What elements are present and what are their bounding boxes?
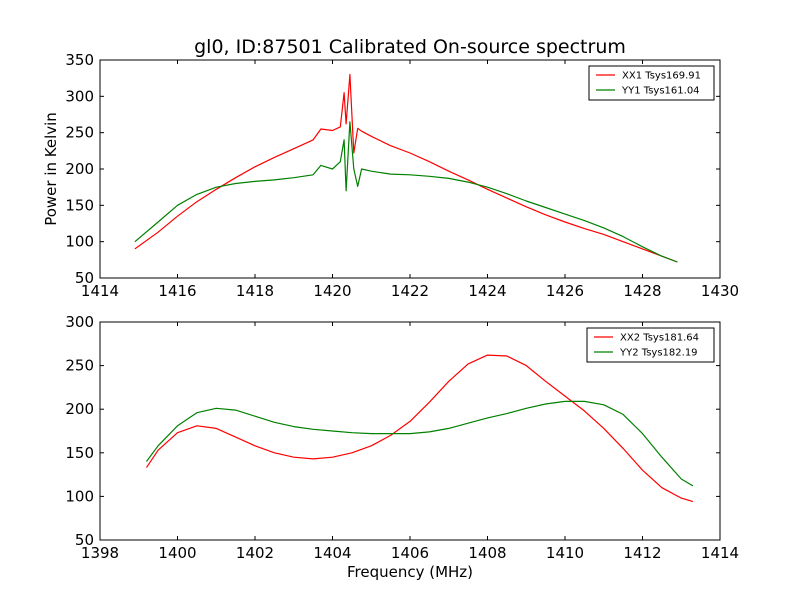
x-tick-label: 1414	[701, 544, 739, 562]
legend-entry: XX1 Tsys169.91	[622, 71, 701, 82]
y-tick-label: 200	[65, 400, 94, 418]
y-tick-label: 50	[75, 269, 94, 287]
y-tick-label: 300	[65, 313, 94, 331]
series-line-xx2	[146, 354, 694, 503]
series-line-yy1	[134, 121, 678, 263]
bottom-x-axis-label: Frequency (MHz)	[347, 563, 473, 581]
x-tick-label: 1426	[546, 282, 584, 300]
x-tick-label: 1420	[313, 282, 351, 300]
x-tick-label: 1414	[81, 282, 119, 300]
y-tick-label: 100	[65, 233, 94, 251]
legend-entry: YY1 Tsys161.04	[621, 86, 700, 97]
series-line-xx1	[134, 73, 678, 263]
legend-box	[588, 65, 715, 101]
legend-box	[586, 327, 715, 363]
x-tick-label: 1408	[468, 544, 506, 562]
series-line-yy2	[146, 400, 694, 487]
x-tick-label: 1398	[81, 544, 119, 562]
top-spectrum-panel: 1414 1416 1418 1420 1422 1424 1426 1428 1430 50 10…	[65, 51, 739, 300]
x-tick-label: 1422	[391, 282, 429, 300]
legend-entry: XX2 Tsys181.64	[620, 333, 699, 344]
y-tick-label: 350	[65, 51, 94, 69]
x-tick-label: 1416	[158, 282, 196, 300]
x-tick-label: 1402	[236, 544, 274, 562]
y-tick-label: 300	[65, 87, 94, 105]
chart-title: gl0, ID:87501 Calibrated On-source spect…	[194, 36, 626, 58]
legend: XX2 Tsys181.64 YY2 Tsys182.19	[586, 327, 715, 363]
legend: XX1 Tsys169.91 YY1 Tsys161.04	[588, 65, 715, 101]
y-tick-label: 100	[65, 487, 94, 505]
y-tick-label: 150	[65, 196, 94, 214]
y-tick-label: 250	[65, 357, 94, 375]
x-tick-label: 1404	[313, 544, 351, 562]
y-tick-label: 150	[65, 444, 94, 462]
y-tick-label: 200	[65, 160, 94, 178]
legend-entry: YY2 Tsys182.19	[619, 348, 698, 359]
y-tick-label: 250	[65, 124, 94, 142]
y-tick-label: 50	[75, 531, 94, 549]
top-y-axis-label: Power in Kelvin	[42, 112, 60, 226]
x-tick-label: 1430	[701, 282, 739, 300]
x-tick-label: 1412	[623, 544, 661, 562]
x-tick-label: 1428	[623, 282, 661, 300]
x-tick-label: 1410	[546, 544, 584, 562]
x-tick-label: 1400	[158, 544, 196, 562]
x-tick-label: 1406	[391, 544, 429, 562]
x-tick-label: 1418	[236, 282, 274, 300]
bottom-spectrum-panel: 1398 1400 1402 1404 1406 1408 1410 1412 1414 50 10…	[65, 313, 739, 562]
x-tick-label: 1424	[468, 282, 506, 300]
